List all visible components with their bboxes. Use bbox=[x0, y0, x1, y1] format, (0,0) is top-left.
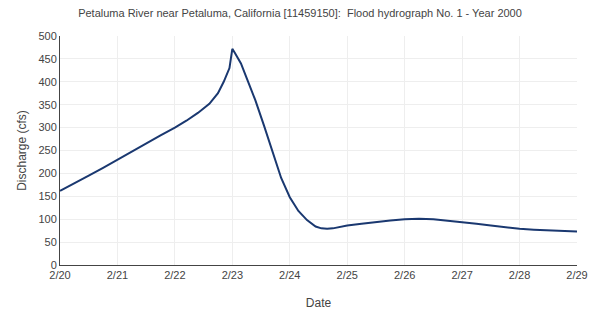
svg-text:2/22: 2/22 bbox=[164, 269, 185, 281]
svg-text:2/20: 2/20 bbox=[49, 269, 70, 281]
svg-text:250: 250 bbox=[38, 144, 56, 156]
svg-text:400: 400 bbox=[38, 76, 56, 88]
svg-text:100: 100 bbox=[38, 213, 56, 225]
svg-text:500: 500 bbox=[38, 30, 56, 42]
svg-text:300: 300 bbox=[38, 121, 56, 133]
svg-text:2/29: 2/29 bbox=[566, 269, 587, 281]
svg-text:350: 350 bbox=[38, 99, 56, 111]
svg-text:200: 200 bbox=[38, 167, 56, 179]
svg-text:450: 450 bbox=[38, 53, 56, 65]
svg-text:2/21: 2/21 bbox=[107, 269, 128, 281]
svg-text:2/24: 2/24 bbox=[279, 269, 300, 281]
svg-text:Discharge (cfs): Discharge (cfs) bbox=[15, 110, 29, 191]
svg-text:50: 50 bbox=[45, 236, 57, 248]
svg-text:2/27: 2/27 bbox=[451, 269, 472, 281]
svg-text:Date: Date bbox=[306, 296, 332, 310]
svg-text:2/26: 2/26 bbox=[394, 269, 415, 281]
svg-text:2/28: 2/28 bbox=[509, 269, 530, 281]
svg-text:2/23: 2/23 bbox=[222, 269, 243, 281]
svg-text:0: 0 bbox=[51, 259, 57, 271]
svg-text:2/25: 2/25 bbox=[337, 269, 358, 281]
svg-text:Petaluma River near Petaluma,: Petaluma River near Petaluma, California… bbox=[78, 7, 522, 19]
svg-text:150: 150 bbox=[38, 190, 56, 202]
